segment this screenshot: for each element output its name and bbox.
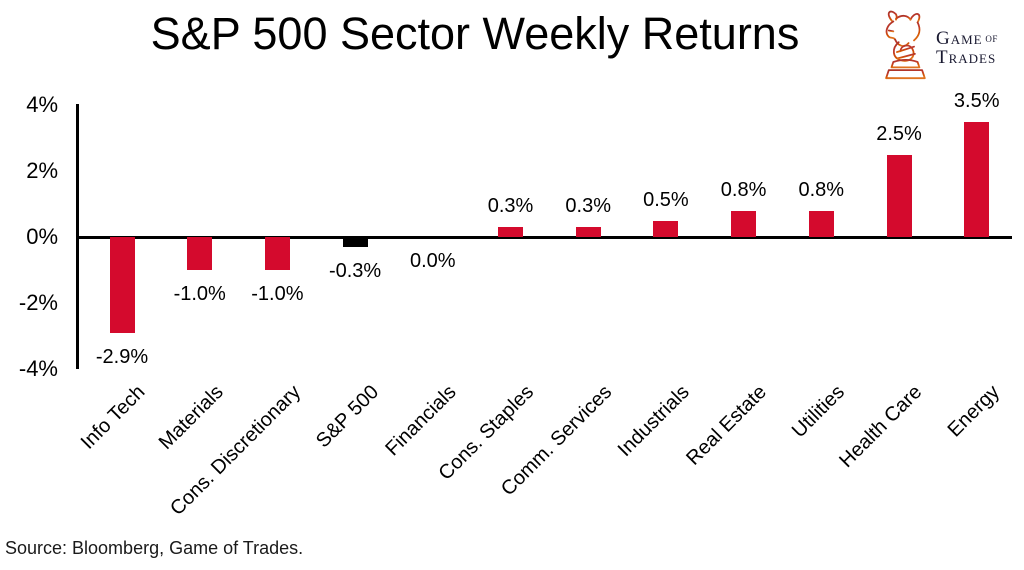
x-category-label: Energy: [943, 381, 1005, 442]
bull-knight-logo-icon: [885, 10, 926, 80]
bar-value-label: 3.5%: [953, 89, 1000, 112]
bar-info-tech: [109, 237, 135, 333]
bar-value-label: 0.0%: [410, 250, 456, 272]
y-tick-label: 0%: [26, 224, 58, 249]
logo-wordmark: GAME OF TRADES: [936, 29, 998, 67]
y-tick-label: 4%: [26, 92, 58, 117]
bar-value-label: -2.9%: [95, 345, 149, 368]
x-category-label: Real Estate: [682, 381, 772, 470]
y-tick-label: -2%: [18, 290, 58, 315]
x-category-label: Health Care: [835, 381, 927, 473]
bar-value-label: 2.5%: [876, 122, 922, 145]
y-tick-label: 2%: [26, 158, 58, 183]
x-category-label: S&P 500: [311, 381, 383, 453]
x-category-label: Materials: [154, 381, 228, 454]
bar-value-label: -1.0%: [173, 283, 226, 305]
bar-industrials: [653, 220, 679, 237]
bar-value-label: 0.3%: [487, 195, 534, 218]
x-category-label: Info Tech: [76, 381, 150, 454]
bar-value-label: 0.8%: [720, 178, 767, 201]
logo-wordmark-line2: TRADES: [936, 47, 997, 68]
bar-energy: [964, 121, 990, 237]
chart-title: S&P 500 Sector Weekly Returns: [150, 8, 800, 59]
bar-utilities: [808, 210, 834, 237]
bar-s-p-500: [342, 237, 368, 247]
bar-value-label: 0.5%: [643, 188, 689, 211]
bar-cons-discretionary: [264, 237, 290, 270]
bar-value-label: 0.8%: [798, 178, 845, 201]
x-category-label: Cons. Discretionary: [166, 381, 305, 520]
x-axis-zero-line: [77, 235, 1012, 239]
logo-wordmark-line1: GAME OF: [936, 28, 998, 49]
bar-health-care: [886, 154, 912, 237]
y-tick-label: -4%: [18, 356, 58, 381]
bar-real-estate: [731, 210, 757, 237]
game-of-trades-logo: GAME OF TRADES: [878, 4, 1020, 84]
bar-value-label: -1.0%: [251, 283, 304, 305]
x-category-label: Financials: [381, 381, 461, 461]
source-note: Source: Bloomberg, Game of Trades.: [5, 538, 304, 558]
bar-materials: [187, 237, 213, 270]
bar-cons-staples: [498, 227, 523, 237]
bar-value-label: 0.3%: [565, 195, 611, 218]
bar-value-label: -0.3%: [328, 259, 382, 282]
x-category-label: Industrials: [613, 381, 694, 462]
x-category-label: Utilities: [787, 381, 849, 443]
bar-comm-services: [575, 227, 601, 237]
